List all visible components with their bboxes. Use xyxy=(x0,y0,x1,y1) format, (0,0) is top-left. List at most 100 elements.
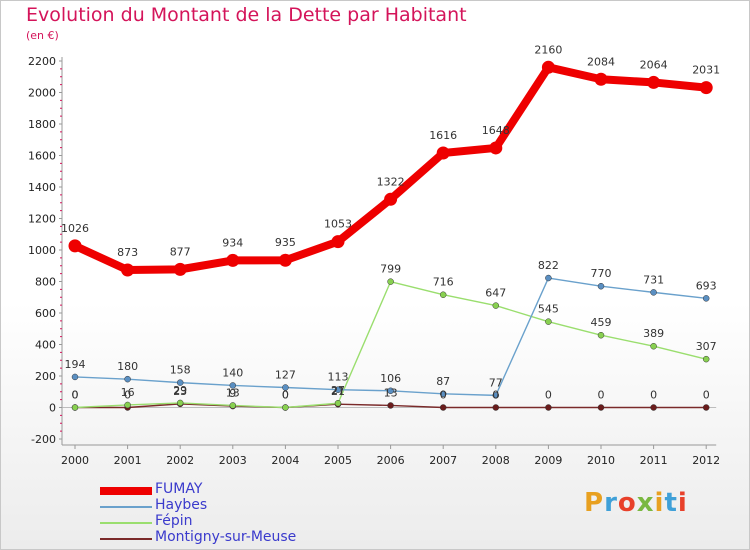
data-point-2 xyxy=(597,331,605,339)
chart-unit-label: (en €) xyxy=(26,29,59,42)
y-tick-label: 1800 xyxy=(28,118,56,131)
data-point-3 xyxy=(492,404,500,411)
data-label-0: 877 xyxy=(170,245,191,258)
data-label-1: 127 xyxy=(275,368,296,381)
x-tick-label: 2011 xyxy=(640,454,668,467)
data-label-2: 27 xyxy=(331,384,345,397)
data-label-0: 1616 xyxy=(429,129,457,142)
data-point-2 xyxy=(702,355,710,363)
data-label-2: 16 xyxy=(121,386,135,399)
data-point-0 xyxy=(384,192,398,206)
data-point-0 xyxy=(121,263,135,277)
data-label-2: 459 xyxy=(591,316,612,329)
x-tick-label: 2000 xyxy=(61,454,89,467)
data-point-2 xyxy=(492,302,500,309)
x-tick-label: 2005 xyxy=(324,454,352,467)
data-point-1 xyxy=(176,379,184,386)
data-label-3: 0 xyxy=(282,389,289,402)
y-tick-label: 200 xyxy=(35,370,56,383)
logo-letter: P xyxy=(584,488,605,518)
data-point-2 xyxy=(71,404,79,411)
data-point-0 xyxy=(331,235,345,249)
data-point-1 xyxy=(702,295,710,302)
data-point-3 xyxy=(597,404,605,411)
data-label-1: 140 xyxy=(222,366,243,379)
data-label-3: 0 xyxy=(124,389,131,402)
data-point-3 xyxy=(439,404,447,411)
data-label-2: 647 xyxy=(485,287,506,300)
data-point-2 xyxy=(229,402,237,409)
legend-label-fepin: Fépin xyxy=(155,513,193,529)
x-tick-label: 2008 xyxy=(482,454,510,467)
y-tick-label: 2200 xyxy=(28,55,56,68)
data-point-2 xyxy=(545,318,552,325)
x-tick-label: 2006 xyxy=(377,454,405,467)
data-label-3: 0 xyxy=(440,389,447,402)
data-label-1: 77 xyxy=(489,376,503,389)
data-label-0: 1648 xyxy=(482,124,510,137)
data-label-1: 194 xyxy=(65,358,86,371)
x-tick-label: 2012 xyxy=(692,454,720,467)
data-label-3: 23 xyxy=(173,385,187,398)
data-point-0 xyxy=(489,141,503,155)
x-tick-label: 2010 xyxy=(587,454,615,467)
data-point-0 xyxy=(647,75,661,89)
data-point-2 xyxy=(439,291,447,298)
data-point-1 xyxy=(124,375,131,383)
data-label-3: 21 xyxy=(331,385,345,398)
y-tick-label: -200 xyxy=(31,433,56,446)
data-label-2: 716 xyxy=(433,276,454,289)
data-label-0: 934 xyxy=(222,236,243,249)
data-point-1 xyxy=(597,282,605,290)
data-point-3 xyxy=(387,402,394,409)
data-label-0: 935 xyxy=(275,236,296,249)
legend-label-haybes: Haybes xyxy=(155,497,208,513)
legend-label-montigny: Montigny-sur-Meuse xyxy=(155,529,297,545)
data-label-1: 770 xyxy=(591,267,612,280)
data-label-1: 106 xyxy=(380,372,401,385)
data-label-3: 0 xyxy=(650,389,657,402)
data-point-2 xyxy=(650,342,657,350)
legend-swatch-montigny xyxy=(100,538,152,540)
y-tick-label: 1600 xyxy=(28,150,56,163)
data-point-0 xyxy=(436,146,450,160)
logo-letter: r xyxy=(604,488,618,518)
data-point-1 xyxy=(282,384,289,391)
data-label-0: 1322 xyxy=(377,175,405,188)
data-point-0 xyxy=(68,239,82,253)
data-label-1: 113 xyxy=(328,371,349,384)
data-point-1 xyxy=(229,382,237,389)
logo-letter: o xyxy=(617,488,637,518)
data-label-2: 0 xyxy=(282,389,289,402)
x-tick-label: 2009 xyxy=(534,454,562,467)
y-tick-label: 0 xyxy=(49,402,56,415)
data-label-0: 2064 xyxy=(640,58,668,71)
data-point-0 xyxy=(699,81,713,95)
data-label-0: 2160 xyxy=(534,43,562,56)
data-label-2: 545 xyxy=(538,303,559,316)
y-tick-label: 400 xyxy=(35,339,56,352)
data-label-3: 0 xyxy=(492,389,499,402)
logo-letter: i xyxy=(677,488,688,518)
data-label-3: 0 xyxy=(703,389,710,402)
data-label-2: 799 xyxy=(380,263,401,276)
data-label-2: 29 xyxy=(173,384,187,397)
y-tick-label: 1200 xyxy=(28,213,56,226)
data-label-1: 180 xyxy=(117,360,138,373)
data-point-3 xyxy=(545,404,552,411)
legend-label-fumay: FUMAY xyxy=(155,481,203,497)
data-point-1 xyxy=(387,387,394,395)
data-label-1: 158 xyxy=(170,364,191,377)
data-point-1 xyxy=(492,392,500,399)
data-label-1: 731 xyxy=(643,273,664,286)
chart-title: Evolution du Montant de la Dette par Hab… xyxy=(26,4,467,26)
proxiti-logo: Proxiti xyxy=(584,488,688,518)
data-label-2: 0 xyxy=(72,389,79,402)
x-tick-label: 2004 xyxy=(271,454,299,467)
data-label-0: 2084 xyxy=(587,55,615,68)
data-label-1: 822 xyxy=(538,259,559,272)
data-point-0 xyxy=(278,253,292,267)
data-point-1 xyxy=(334,386,342,393)
data-point-1 xyxy=(545,274,552,282)
logo-letter: x xyxy=(636,488,655,518)
